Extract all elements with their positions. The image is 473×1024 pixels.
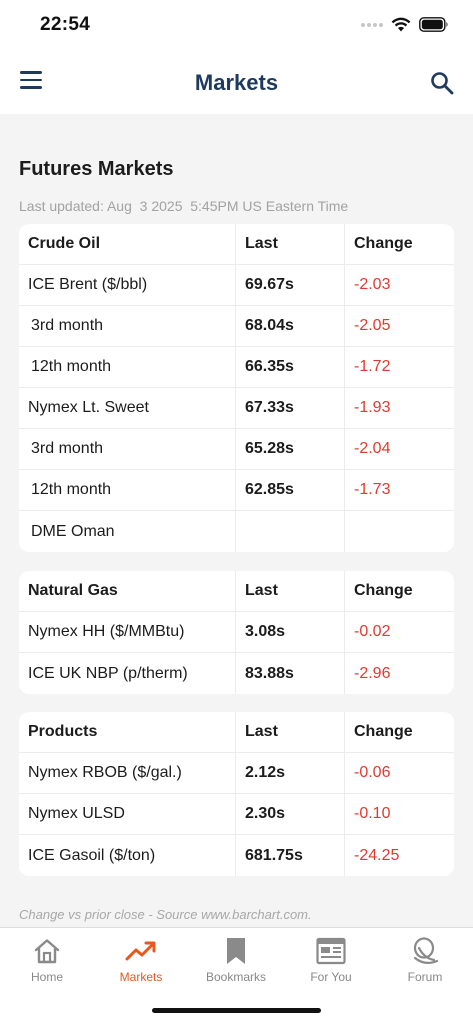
row-name: ICE UK NBP (p/therm)	[19, 653, 236, 694]
table-row: 3rd month 68.04s -2.05	[19, 306, 454, 347]
table-row: 12th month 66.35s -1.72	[19, 347, 454, 388]
natural-gas-table: Natural Gas Last Change Nymex HH ($/MMBt…	[19, 571, 454, 694]
row-change: -1.73	[354, 481, 391, 498]
row-last: 69.67s	[236, 265, 345, 305]
row-name: 3rd month	[19, 306, 236, 346]
table-row: ICE Brent ($/bbl) 69.67s -2.03	[19, 265, 454, 306]
home-indicator	[152, 1008, 321, 1013]
table-row: Nymex HH ($/MMBtu) 3.08s -0.02	[19, 612, 454, 653]
row-name: ICE Brent ($/bbl)	[19, 265, 236, 305]
tab-bar: Home Markets Bookmarks	[0, 927, 473, 1024]
table-row: ICE Gasoil ($/ton) 681.75s -24.25	[19, 835, 454, 876]
row-last: 68.04s	[236, 306, 345, 346]
tab-label: Markets	[119, 970, 163, 984]
status-icons	[361, 17, 449, 32]
row-name: 12th month	[19, 470, 236, 510]
header-change: Change	[354, 582, 413, 599]
header-last: Last	[236, 712, 345, 752]
newspaper-icon	[316, 937, 346, 965]
header-name: Products	[19, 712, 236, 752]
table-header: Crude Oil Last Change	[19, 224, 454, 265]
app-header: Markets	[0, 52, 473, 114]
table-row: Nymex RBOB ($/gal.) 2.12s -0.06	[19, 753, 454, 794]
row-change: -2.04	[354, 440, 391, 457]
cellular-signal-icon	[361, 22, 383, 27]
battery-icon	[419, 17, 448, 32]
trending-up-icon	[125, 941, 156, 961]
row-change	[345, 511, 454, 552]
tab-label: Bookmarks	[205, 970, 267, 984]
row-last: 67.33s	[236, 388, 345, 428]
table-header: Products Last Change	[19, 712, 454, 753]
search-icon[interactable]	[429, 70, 455, 96]
hamburger-icon[interactable]	[20, 71, 44, 95]
row-last: 681.75s	[236, 835, 345, 876]
tab-markets[interactable]: Markets	[94, 936, 188, 984]
tab-for-you[interactable]: For You	[284, 936, 378, 984]
row-name: DME Oman	[19, 511, 236, 552]
section-title: Futures Markets	[19, 158, 174, 180]
row-change: -2.03	[354, 276, 391, 293]
table-header: Natural Gas Last Change	[19, 571, 454, 612]
row-change: -1.72	[354, 358, 391, 375]
row-name: ICE Gasoil ($/ton)	[19, 835, 236, 876]
status-bar: 22:54	[0, 0, 473, 52]
forum-icon	[413, 937, 439, 965]
row-name: Nymex Lt. Sweet	[19, 388, 236, 428]
header-last: Last	[236, 224, 345, 264]
header-name: Crude Oil	[19, 224, 236, 264]
header-last: Last	[236, 571, 345, 611]
row-change: -2.05	[354, 317, 391, 334]
tab-label: For You	[310, 970, 352, 984]
row-last: 2.30s	[236, 794, 345, 834]
page-title: Markets	[194, 70, 279, 95]
table-row: 3rd month 65.28s -2.04	[19, 429, 454, 470]
home-icon	[34, 939, 60, 964]
table-row: 12th month 62.85s -1.73	[19, 470, 454, 511]
row-name: Nymex ULSD	[19, 794, 236, 834]
tab-label: Forum	[407, 970, 443, 984]
row-last: 66.35s	[236, 347, 345, 387]
row-last: 83.88s	[236, 653, 345, 694]
row-last: 2.12s	[236, 753, 345, 793]
header-change: Change	[354, 235, 413, 252]
products-table: Products Last Change Nymex RBOB ($/gal.)…	[19, 712, 454, 876]
status-time: 22:54	[40, 14, 91, 35]
tab-forum[interactable]: Forum	[378, 936, 472, 984]
bookmark-icon	[227, 938, 245, 964]
row-last: 3.08s	[236, 612, 345, 652]
row-last	[236, 511, 345, 552]
last-updated: Last updated: Aug 3 2025 5:45PM US Easte…	[19, 198, 349, 214]
tab-label: Home	[30, 970, 63, 984]
row-name: 3rd month	[19, 429, 236, 469]
wifi-icon	[391, 17, 411, 32]
row-change: -0.10	[354, 805, 391, 822]
tab-home[interactable]: Home	[0, 936, 94, 984]
row-last: 62.85s	[236, 470, 345, 510]
row-name: Nymex RBOB ($/gal.)	[19, 753, 236, 793]
row-change: -0.06	[354, 764, 391, 781]
row-change: -2.96	[354, 664, 391, 682]
header-name: Natural Gas	[19, 571, 236, 611]
row-last: 65.28s	[236, 429, 345, 469]
table-row: Nymex Lt. Sweet 67.33s -1.93	[19, 388, 454, 429]
row-name: Nymex HH ($/MMBtu)	[19, 612, 236, 652]
table-row: DME Oman	[19, 511, 454, 552]
header-change: Change	[354, 723, 413, 740]
row-name: 12th month	[19, 347, 236, 387]
table-row: Nymex ULSD 2.30s -0.10	[19, 794, 454, 835]
tab-bookmarks[interactable]: Bookmarks	[189, 936, 283, 984]
row-change: -24.25	[354, 846, 400, 864]
row-change: -0.02	[354, 623, 391, 640]
table-row: ICE UK NBP (p/therm) 83.88s -2.96	[19, 653, 454, 694]
crude-oil-table: Crude Oil Last Change ICE Brent ($/bbl) …	[19, 224, 454, 552]
row-change: -1.93	[354, 399, 391, 416]
source-footnote: Change vs prior close - Source www.barch…	[19, 907, 312, 922]
